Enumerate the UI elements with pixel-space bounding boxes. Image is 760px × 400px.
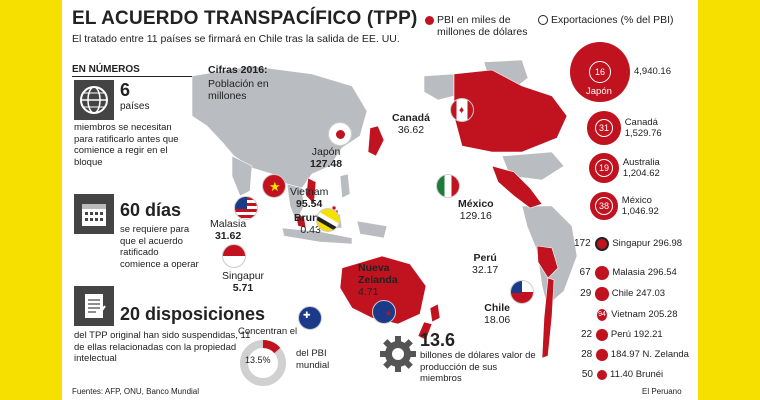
pop-chile: Chile 18.06: [484, 302, 511, 326]
red-dot-icon: [425, 16, 434, 25]
canada-flag-icon: ♦: [450, 98, 474, 122]
document-icon: [74, 286, 114, 326]
gdp-bubble-label: Singapur 296.98: [612, 238, 683, 249]
gdp-bubble: 94: [595, 307, 609, 322]
singapore-flag-icon: [222, 244, 246, 268]
gdp-bubble-label: Perú 192.21: [610, 329, 663, 340]
brunei-flag-icon: [316, 208, 340, 232]
members-unit: países: [120, 101, 150, 112]
exports-value: 67: [579, 267, 591, 278]
calendar-icon: [74, 194, 114, 234]
legend-gdp: PBI en miles de millones de dólares: [425, 14, 547, 38]
exports-value: 19: [594, 158, 613, 177]
infographic-card: EL ACUERDO TRANSPACÍFICO (TPP) El tratad…: [62, 0, 698, 400]
pop-vietnam: Vietnam 95.54: [290, 186, 329, 210]
share-caption-bottom: del PBI mundial: [296, 348, 330, 371]
world-map: [192, 59, 578, 359]
share-caption-top: Concentran el: [238, 326, 298, 337]
exports-value: 31: [594, 118, 613, 137]
pop-japan: Japón 127.48: [310, 146, 343, 170]
legend-gdp-label: PBI en miles de millones de dólares: [437, 14, 528, 38]
footer-sources: Fuentes: AFP, ONU, Banco Mundial: [72, 387, 200, 396]
days-count: 60 días: [120, 200, 182, 220]
pop-malaysia: Malasia 31.62: [210, 218, 247, 242]
gdp-bubble-label: Canadá 1,529.76: [624, 117, 662, 139]
gdp-bubble: 19: [589, 153, 619, 183]
pop-mexico: México 129.16: [458, 198, 494, 222]
population-subheading: Población en millones: [208, 78, 269, 102]
provisions-desc: del TPP original han sido suspendidas, 1…: [74, 330, 251, 364]
production-value: 13.6: [420, 330, 456, 350]
gdp-bubble-label: Vietnam 205.28: [611, 309, 678, 320]
pop-peru: Perú 32.17: [472, 252, 499, 276]
legend-exports-label: Exportaciones (% del PBI): [551, 14, 674, 26]
malaysia-flag-icon: [234, 196, 258, 220]
legend-exports: Exportaciones (% del PBI): [538, 14, 698, 26]
gdp-bubble: [595, 287, 609, 301]
gdp-bubble: 16: [570, 42, 630, 102]
pop-newzealand: Nueva Zelanda 4.71: [358, 262, 398, 298]
gdp-bubble: [597, 370, 607, 380]
pop-singapore: Singapur 5.71: [222, 270, 265, 294]
share-percent: 13.5%: [245, 355, 271, 365]
exports-value: 38: [594, 196, 613, 215]
page-title: EL ACUERDO TRANSPACÍFICO (TPP): [72, 8, 418, 29]
gdp-bubble: [594, 265, 610, 281]
exports-value: 16: [589, 61, 611, 83]
vietnam-flag-icon: ★: [262, 174, 286, 198]
numbers-heading: EN NÚMEROS: [72, 64, 192, 77]
gdp-bubble-label: 11.40 Brunéi: [610, 369, 664, 380]
mexico-flag-icon: [436, 174, 460, 198]
exports-value: 22: [580, 329, 593, 340]
share-donut: [240, 340, 286, 386]
australia-flag-icon: ✚: [298, 306, 322, 330]
gdp-bubble: 31: [587, 111, 621, 145]
members-desc: miembros se necesitan para ratificarlo a…: [74, 122, 179, 168]
days-desc: se requiere para que el acuerdo ratifica…: [120, 224, 199, 270]
newzealand-flag-icon: ★: [372, 300, 396, 324]
gdp-bubble-label: Australia 1,204.62: [622, 157, 660, 179]
gear-icon: [380, 336, 416, 372]
exports-value: 28: [581, 349, 593, 360]
population-heading: Cifras 2016:: [208, 64, 268, 76]
page-subtitle: El tratado entre 11 países se firmará en…: [72, 33, 400, 45]
pop-canada: Canadá 36.62: [392, 112, 430, 136]
globe-icon: [74, 80, 114, 120]
gdp-bubble: 38: [590, 192, 618, 220]
gdp-bubble-label: Chile 247.03: [611, 288, 666, 299]
production-desc: billones de dólares valor de producción …: [420, 350, 536, 384]
members-count: 6: [120, 80, 131, 100]
ring-icon: [538, 15, 548, 25]
gdp-bubble: [594, 236, 610, 252]
gdp-bubble-label: 4,940.16: [634, 66, 671, 77]
exports-value: 94: [595, 307, 609, 322]
gdp-bubble: [596, 349, 608, 361]
gdp-bubble-country: Japón: [586, 86, 612, 97]
gdp-bubble-label: México 1,046.92: [621, 195, 659, 217]
gdp-bubble-label: 184.97 N. Zelanda: [610, 349, 689, 360]
chile-flag-icon: [510, 280, 534, 304]
provisions-count: 20 disposiciones: [120, 304, 266, 324]
exports-value: 29: [580, 288, 592, 299]
exports-value: 50: [581, 369, 593, 380]
japan-flag-icon: [328, 122, 352, 146]
footer-credit: El Peruano: [642, 387, 682, 396]
exports-value: 172: [573, 238, 591, 249]
gdp-bubble: [596, 329, 608, 341]
gdp-bubble-label: Malasia 296.54: [612, 267, 677, 278]
